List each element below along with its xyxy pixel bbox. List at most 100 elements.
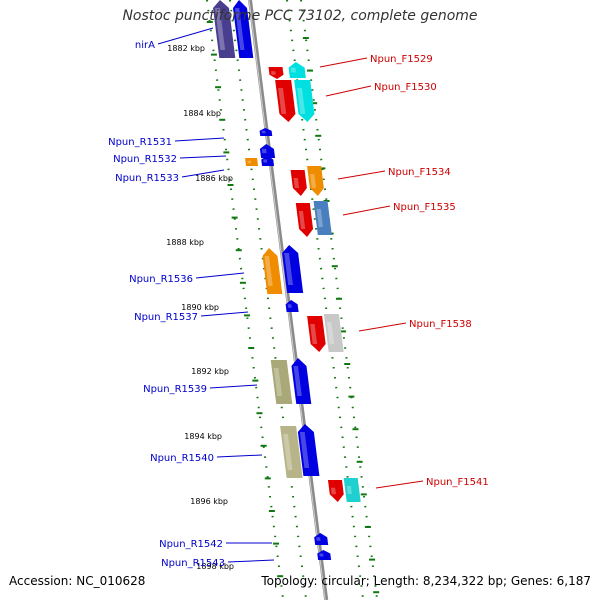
gene-block — [313, 201, 332, 235]
gene-arrow — [285, 300, 299, 312]
gene-shape — [282, 245, 304, 293]
gene-arrow — [307, 316, 326, 352]
gene-highlight — [310, 324, 318, 344]
gene-shape — [294, 80, 315, 122]
gene-highlight — [299, 432, 310, 468]
gene-shape — [343, 478, 361, 502]
kbp-label: 1884 kbp — [183, 109, 221, 118]
gene-shape — [307, 166, 324, 196]
gene-highlight — [271, 71, 276, 75]
callout-line — [195, 272, 245, 279]
gene-arrow — [233, 0, 254, 58]
gene-highlight — [290, 67, 296, 73]
reverse-gene-label: Npun_R1543 — [161, 558, 225, 569]
gene-shape — [291, 358, 312, 404]
callout-line — [216, 454, 263, 458]
gene-shape — [262, 248, 283, 294]
gene-block — [245, 158, 259, 166]
gene-shape — [233, 0, 254, 58]
reverse-gene-label: Npun_R1537 — [134, 312, 198, 323]
gene-highlight — [319, 553, 324, 557]
gene-arrow — [294, 80, 315, 122]
gene-highlight — [330, 487, 336, 495]
gene-arrow — [290, 170, 307, 196]
gene-arrow — [297, 424, 320, 476]
gene-shape — [259, 128, 273, 136]
gene-shape — [307, 316, 326, 352]
gene-arrow — [291, 358, 312, 404]
kbp-label: 1890 kbp — [181, 303, 219, 312]
callout-line — [209, 384, 258, 389]
reverse-gene-label: Npun_R1540 — [150, 453, 214, 464]
gene-shape — [259, 144, 276, 158]
callout-line — [181, 169, 225, 178]
gene-highlight — [273, 368, 283, 396]
gene-highlight — [261, 148, 267, 154]
gene-shape — [270, 360, 293, 404]
gene-shape — [323, 314, 344, 352]
gene-highlight — [247, 160, 252, 164]
callout-line — [227, 559, 275, 563]
reverse-gene-label: Npun_R1532 — [113, 154, 177, 165]
forward-gene-label: Npun_F1538 — [409, 319, 472, 330]
gene-highlight — [293, 178, 300, 188]
gene-highlight — [264, 256, 273, 286]
gene-shape — [290, 170, 307, 196]
gene-block — [280, 426, 303, 478]
gene-arrow — [261, 156, 275, 166]
gene-highlight — [278, 88, 287, 114]
gene-shape — [314, 533, 329, 545]
nirA-block — [213, 0, 236, 58]
gene-arrow — [327, 480, 344, 502]
kbp-label: 1898 kbp — [196, 562, 234, 571]
gene-shape — [261, 156, 275, 166]
gene-shape — [213, 0, 236, 58]
gene-highlight — [316, 537, 321, 541]
gene-shape — [245, 158, 259, 166]
callout-line — [375, 480, 424, 489]
reverse-gene-label: Npun_R1533 — [115, 173, 179, 184]
gene-highlight — [235, 8, 245, 50]
forward-gene-label: Npun_F1534 — [388, 167, 451, 178]
gene-shape — [288, 62, 306, 78]
reverse-gene-label: Npun_R1542 — [159, 539, 223, 550]
outer-tick-ring — [300, 0, 379, 600]
reverse-gene-label: Npun_R1539 — [143, 384, 207, 395]
kbp-label: 1896 kbp — [190, 497, 228, 506]
gene-shape — [313, 201, 332, 235]
gene-highlight — [346, 486, 352, 494]
gene-highlight — [310, 174, 317, 188]
gene-shape — [295, 203, 314, 237]
gene-features — [213, 0, 361, 560]
callout-line — [325, 85, 372, 97]
forward-gene-label: Npun_F1541 — [426, 477, 489, 488]
gene-label-callouts: nirA Npun_R1531 Npun_R1532 Npun_R1533 Npun_R… — [108, 27, 489, 569]
callout-line — [358, 322, 407, 332]
inner-gene-ring — [229, 0, 308, 600]
gene-shape — [317, 550, 332, 560]
reverse-gene-label: Npun_R1531 — [108, 137, 172, 148]
gene-arrow — [314, 533, 329, 545]
gene-shape — [268, 67, 284, 79]
callout-line — [319, 57, 368, 68]
gene-arrow — [262, 248, 283, 294]
gene-highlight — [326, 322, 335, 344]
gene-shape — [275, 80, 296, 122]
gene-arrow — [259, 128, 273, 136]
gene-highlight — [215, 8, 226, 50]
gene-arrow — [275, 80, 296, 122]
forward-gene-label: Npun_F1530 — [374, 82, 437, 93]
genome-summary-text: Topology: circular; Length: 8,234,322 bp… — [261, 574, 591, 588]
gene-arrow — [317, 550, 332, 560]
callout-line — [342, 205, 391, 216]
gene-shape — [285, 300, 299, 312]
callout-line — [179, 155, 227, 159]
callout-line — [174, 137, 225, 142]
inner-tick-ring — [206, 0, 285, 600]
kbp-label: 1886 kbp — [195, 174, 233, 183]
accession-text: Accession: NC_010628 — [9, 574, 146, 588]
gene-highlight — [298, 211, 306, 229]
gene-arrow — [282, 245, 304, 293]
